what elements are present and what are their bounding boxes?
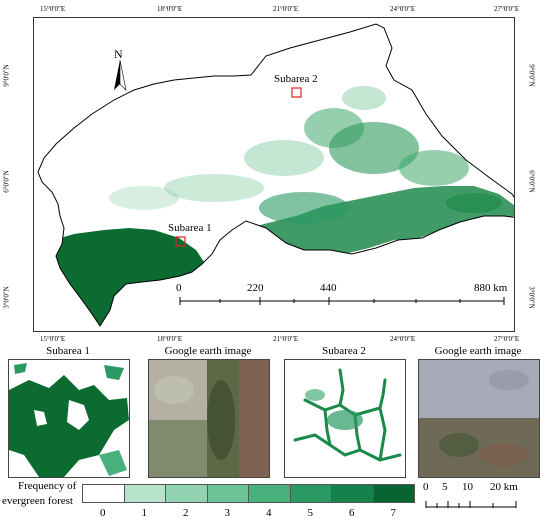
- legend-swatch-3: [206, 484, 249, 503]
- top-lon-tick: 18°0'0"E: [157, 5, 183, 13]
- bottom-lon-tick: 18°0'0"E: [157, 335, 183, 343]
- left-lat-tick: 3°0'0"N: [2, 286, 11, 309]
- north-arrow-icon: [114, 59, 127, 91]
- panel-scale-label-10: 10: [462, 481, 473, 493]
- panel-title-subarea1: Subarea 1: [46, 345, 90, 357]
- legend-class-label-0: 0: [100, 507, 106, 519]
- subarea2-forest-panel: [284, 359, 406, 478]
- google-earth-image-2: [418, 359, 540, 478]
- bottom-lon-tick: 27°0'0"E: [494, 335, 520, 343]
- scale-label-0: 0: [176, 282, 182, 294]
- legend-swatch-1: [123, 484, 166, 503]
- legend-class-label-5: 5: [307, 507, 314, 519]
- subarea2-label: Subarea 2: [274, 73, 318, 85]
- bottom-lon-tick: 21°0'0"E: [273, 335, 299, 343]
- right-lat-tick: 9°0'0"N: [527, 64, 536, 87]
- right-lat-tick: 6°0'0"N: [527, 170, 536, 193]
- panel-title-google2: Google earth image: [434, 345, 522, 357]
- legend-class-label-2: 2: [183, 507, 189, 519]
- legend-swatch-5: [289, 484, 332, 503]
- panel-scale-label-0: 0: [423, 481, 429, 493]
- bottom-lon-tick: 15°0'0"E: [40, 335, 66, 343]
- panel-title-subarea2: Subarea 2: [322, 345, 366, 357]
- subarea1-forest-panel: [8, 359, 130, 478]
- panel-scale-label-20: 20 km: [490, 481, 518, 493]
- panel-title-google1: Google earth image: [164, 345, 252, 357]
- legend-class-label-6: 6: [349, 507, 355, 519]
- north-label: N: [114, 47, 123, 61]
- map-scale-bar: [179, 297, 505, 305]
- scale-label-440: 440: [320, 282, 337, 294]
- left-lat-tick: 9°0'0"N: [2, 64, 11, 87]
- scale-label-220: 220: [247, 282, 264, 294]
- subarea1-label: Subarea 1: [168, 222, 212, 234]
- legend-title-line2: evergreen forest: [2, 495, 73, 507]
- right-lat-tick: 3°0'0"N: [527, 286, 536, 309]
- top-lon-tick: 21°0'0"E: [273, 5, 299, 13]
- legend-swatch-7: [372, 484, 415, 503]
- google-earth-image-1: [148, 359, 270, 478]
- bottom-lon-tick: 24°0'0"E: [390, 335, 416, 343]
- legend-class-label-3: 3: [224, 507, 231, 519]
- top-lon-tick: 27°0'0"E: [494, 5, 520, 13]
- subarea1-box: [175, 236, 186, 247]
- legend-title-line1: Frequency of: [18, 480, 77, 492]
- legend-swatch-6: [331, 484, 374, 503]
- map-canvas: [37, 23, 514, 327]
- legend-class-label-4: 4: [266, 507, 272, 519]
- legend-class-label-1: 1: [141, 507, 148, 519]
- panel-scale-bar: [424, 496, 524, 508]
- legend-swatch-4: [248, 484, 291, 503]
- legend-class-label-7: 7: [390, 507, 397, 519]
- scale-label-880: 880 km: [474, 282, 508, 294]
- panel-scale-label-5: 5: [442, 481, 448, 493]
- main-map: N Subarea 2 Subarea 1 0 220 440 880 km: [33, 17, 515, 332]
- top-lon-tick: 24°0'0"E: [390, 5, 416, 13]
- legend-swatch-2: [165, 484, 208, 503]
- left-lat-tick: 6°0'0"N: [2, 170, 11, 193]
- subarea2-box: [291, 87, 302, 98]
- legend-swatch-0: [82, 484, 125, 503]
- top-lon-tick: 15°0'0"E: [40, 5, 66, 13]
